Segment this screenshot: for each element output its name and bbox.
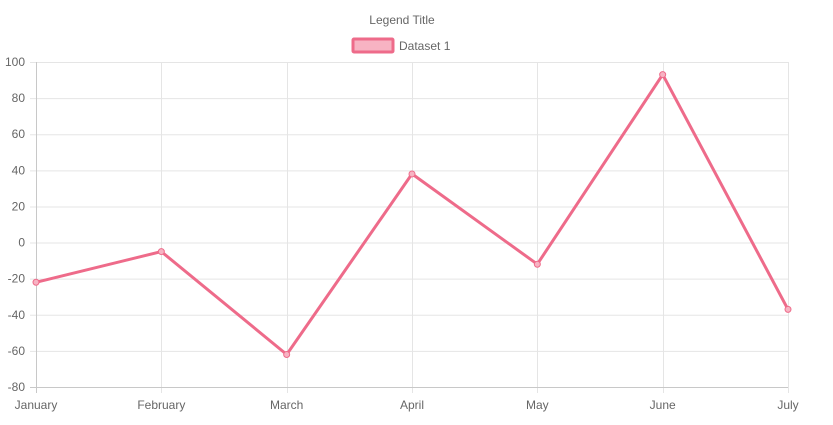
y-tick-label: 0 bbox=[18, 236, 25, 250]
data-point[interactable] bbox=[32, 278, 40, 286]
x-tick-label: April bbox=[400, 398, 424, 412]
x-tick-label: January bbox=[15, 398, 58, 412]
y-tick-label: 100 bbox=[5, 55, 25, 69]
y-tick-label: 80 bbox=[12, 91, 26, 105]
legend-title: Legend Title bbox=[369, 13, 435, 27]
legend-label-dataset-1[interactable]: Dataset 1 bbox=[399, 39, 451, 53]
legend: Legend Title Dataset 1 bbox=[351, 13, 451, 54]
data-point[interactable] bbox=[533, 260, 541, 268]
y-tick-label: -80 bbox=[8, 380, 26, 394]
tick-labels: 100 80 60 40 20 0 -20 -40 -60 -80 January February M… bbox=[5, 55, 799, 412]
x-tick-label: July bbox=[777, 398, 798, 412]
y-tick-label: -20 bbox=[8, 272, 26, 286]
y-tick-label: -60 bbox=[8, 344, 26, 358]
y-tick-label: 40 bbox=[12, 163, 26, 177]
data-point[interactable] bbox=[283, 351, 291, 358]
x-tick-label: March bbox=[270, 398, 303, 412]
y-tick-label: 20 bbox=[12, 199, 26, 213]
x-tick-label: June bbox=[650, 398, 676, 412]
series-layer bbox=[32, 71, 792, 358]
y-tick-label: -40 bbox=[8, 308, 26, 322]
x-tick-label: May bbox=[526, 398, 549, 412]
legend-swatch-dataset-1[interactable] bbox=[351, 37, 395, 54]
axes bbox=[30, 62, 788, 393]
grid-lines bbox=[30, 62, 789, 393]
data-point[interactable] bbox=[659, 71, 667, 79]
data-point[interactable] bbox=[408, 170, 416, 178]
data-point[interactable] bbox=[157, 248, 165, 256]
data-point[interactable] bbox=[784, 305, 792, 313]
x-tick-label: February bbox=[137, 398, 185, 412]
y-tick-label: 60 bbox=[12, 127, 26, 141]
